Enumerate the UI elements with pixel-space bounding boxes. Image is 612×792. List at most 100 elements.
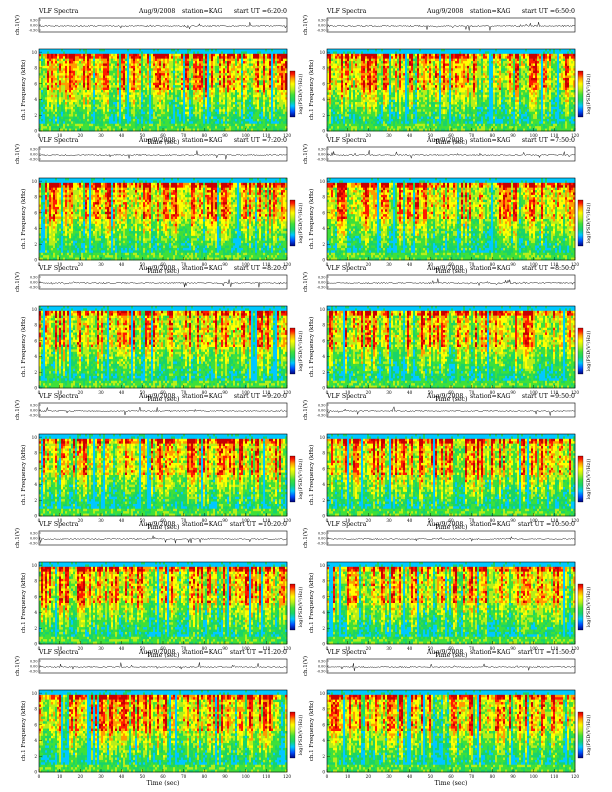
panel-start-time: start UT =10:20:0 — [230, 521, 287, 528]
time-xtick-label: 50 — [140, 774, 146, 779]
waveform-frame — [327, 147, 575, 161]
freq-ylabel: ch.1 Frequency (kHz) — [20, 189, 27, 249]
wave-ylabel: ch.1(V) — [14, 528, 21, 548]
wave-ylabel: ch.1(V) — [302, 15, 309, 35]
colorbar-label: log(PSD(V²/Hz)) — [297, 587, 304, 628]
spectrogram-image — [39, 306, 287, 388]
colorbar-label: log(PSD(V²/Hz)) — [585, 203, 592, 244]
wave-ylabel: ch.1(V) — [302, 272, 309, 292]
freq-ytick-label: 4 — [322, 738, 325, 743]
freq-ylabel: ch.1 Frequency (kHz) — [20, 573, 27, 633]
panel-date: Aug/9/2008 — [138, 137, 175, 144]
time-xtick-label: 90 — [510, 262, 516, 267]
wave-ylabel: ch.1(V) — [302, 656, 309, 676]
time-xtick-label: 30 — [386, 133, 392, 138]
colorbar — [578, 712, 583, 758]
spectra-panel: VLF Spectra Aug/9/2008 station=KAG start UT… — [14, 521, 304, 659]
waveform-trace — [327, 22, 575, 31]
time-xtick-label: 30 — [386, 774, 392, 779]
wave-ytick-label: 0.00 — [30, 536, 38, 540]
time-xtick-label: 40 — [119, 518, 125, 523]
wave-ytick-label: 0.00 — [318, 536, 326, 540]
panel-start-time: start UT =8:50:0 — [522, 265, 575, 272]
freq-ytick-label: 10 — [320, 179, 326, 184]
panel-start-time: start UT =8:20:0 — [234, 265, 287, 272]
panel-title: VLF Spectra — [326, 649, 367, 656]
time-xlabel: Time (sec) — [435, 780, 468, 787]
wave-ytick-label: -0.50 — [317, 28, 326, 32]
spectrogram-image — [39, 562, 287, 644]
panel-start-time: start UT =10:50:0 — [518, 521, 575, 528]
spectra-panel: VLF Spectra Aug/9/2008 station=KAG start UT… — [302, 521, 592, 659]
freq-ylabel: ch.1 Frequency (kHz) — [20, 317, 27, 377]
freq-ytick-label: 2 — [34, 370, 37, 375]
wave-ytick-label: 0.50 — [30, 275, 38, 279]
colorbar — [290, 584, 295, 630]
colorbar — [290, 71, 295, 117]
time-xtick-label: 90 — [510, 133, 516, 138]
spectrogram-image — [39, 690, 287, 772]
waveform-frame — [39, 275, 287, 289]
time-xtick-label: 90 — [222, 133, 228, 138]
freq-ytick-label: 10 — [32, 307, 38, 312]
time-xtick-label: 100 — [530, 774, 538, 779]
panel-start-time: start UT =6:20:0 — [234, 8, 287, 15]
panel-date: Aug/9/2008 — [138, 265, 175, 272]
freq-ytick-label: 2 — [322, 113, 325, 118]
colorbar — [290, 200, 295, 246]
colorbar-label: log(PSD(V²/Hz)) — [585, 331, 592, 372]
spectra-panel: VLF Spectra Aug/9/2008 station=KAG start UT… — [14, 649, 304, 787]
time-xtick-label: 110 — [550, 774, 558, 779]
freq-ytick-label: 2 — [34, 113, 37, 118]
spectra-panel: VLF Spectra Aug/9/2008 station=KAG start UT… — [14, 137, 304, 275]
panel-station: station=KAG — [182, 8, 223, 15]
spectrogram-image — [327, 434, 575, 516]
time-xtick-label: 30 — [98, 262, 104, 267]
time-xtick-label: 20 — [78, 133, 84, 138]
freq-ytick-label: 10 — [32, 691, 38, 696]
spectra-panel: VLF Spectra Aug/9/2008 station=KAG start UT… — [302, 265, 592, 403]
spectrogram-image — [327, 690, 575, 772]
freq-ylabel: ch.1 Frequency (kHz) — [308, 189, 315, 249]
time-xtick-label: 90 — [510, 518, 516, 523]
time-xtick-label: 80 — [490, 774, 496, 779]
colorbar-label: log(PSD(V²/Hz)) — [297, 74, 304, 115]
spectra-panel: VLF Spectra Aug/9/2008 station=KAG start UT… — [302, 137, 592, 275]
colorbar-label: log(PSD(V²/Hz)) — [297, 331, 304, 372]
wave-ytick-label: -0.50 — [29, 413, 38, 417]
time-xtick-label: 90 — [222, 390, 228, 395]
time-xtick-label: 90 — [222, 262, 228, 267]
wave-ytick-label: -0.50 — [29, 541, 38, 545]
panel-title: VLF Spectra — [38, 137, 79, 144]
waveform-frame — [327, 403, 575, 417]
freq-ytick-label: 8 — [322, 579, 325, 584]
time-xtick-label: 20 — [366, 518, 372, 523]
wave-ytick-label: -0.50 — [317, 413, 326, 417]
colorbar — [290, 456, 295, 502]
time-xtick-label: 30 — [386, 262, 392, 267]
spectrogram-image — [327, 178, 575, 260]
panel-date: Aug/9/2008 — [138, 393, 175, 400]
time-xtick-label: 20 — [366, 646, 372, 651]
panel-date: Aug/9/2008 — [426, 8, 463, 15]
time-xtick-label: 40 — [119, 774, 125, 779]
waveform-frame — [39, 147, 287, 161]
freq-ytick-label: 4 — [322, 97, 325, 102]
wave-ytick-label: -0.50 — [29, 285, 38, 289]
time-xtick-label: 30 — [386, 390, 392, 395]
colorbar — [290, 712, 295, 758]
panel-start-time: start UT =11:20:0 — [230, 649, 287, 656]
waveform-frame — [39, 659, 287, 673]
freq-ytick-label: 8 — [34, 66, 37, 71]
freq-ytick-label: 6 — [322, 722, 325, 727]
wave-ylabel: ch.1(V) — [302, 144, 309, 164]
wave-ytick-label: -0.50 — [317, 541, 326, 545]
panel-title: VLF Spectra — [38, 8, 79, 15]
freq-ytick-label: 6 — [34, 338, 37, 343]
wave-ylabel: ch.1(V) — [14, 144, 21, 164]
colorbar — [578, 584, 583, 630]
colorbar — [578, 456, 583, 502]
time-xtick-label: 100 — [242, 774, 250, 779]
freq-ylabel: ch.1 Frequency (kHz) — [20, 445, 27, 505]
panel-date: Aug/9/2008 — [426, 393, 463, 400]
